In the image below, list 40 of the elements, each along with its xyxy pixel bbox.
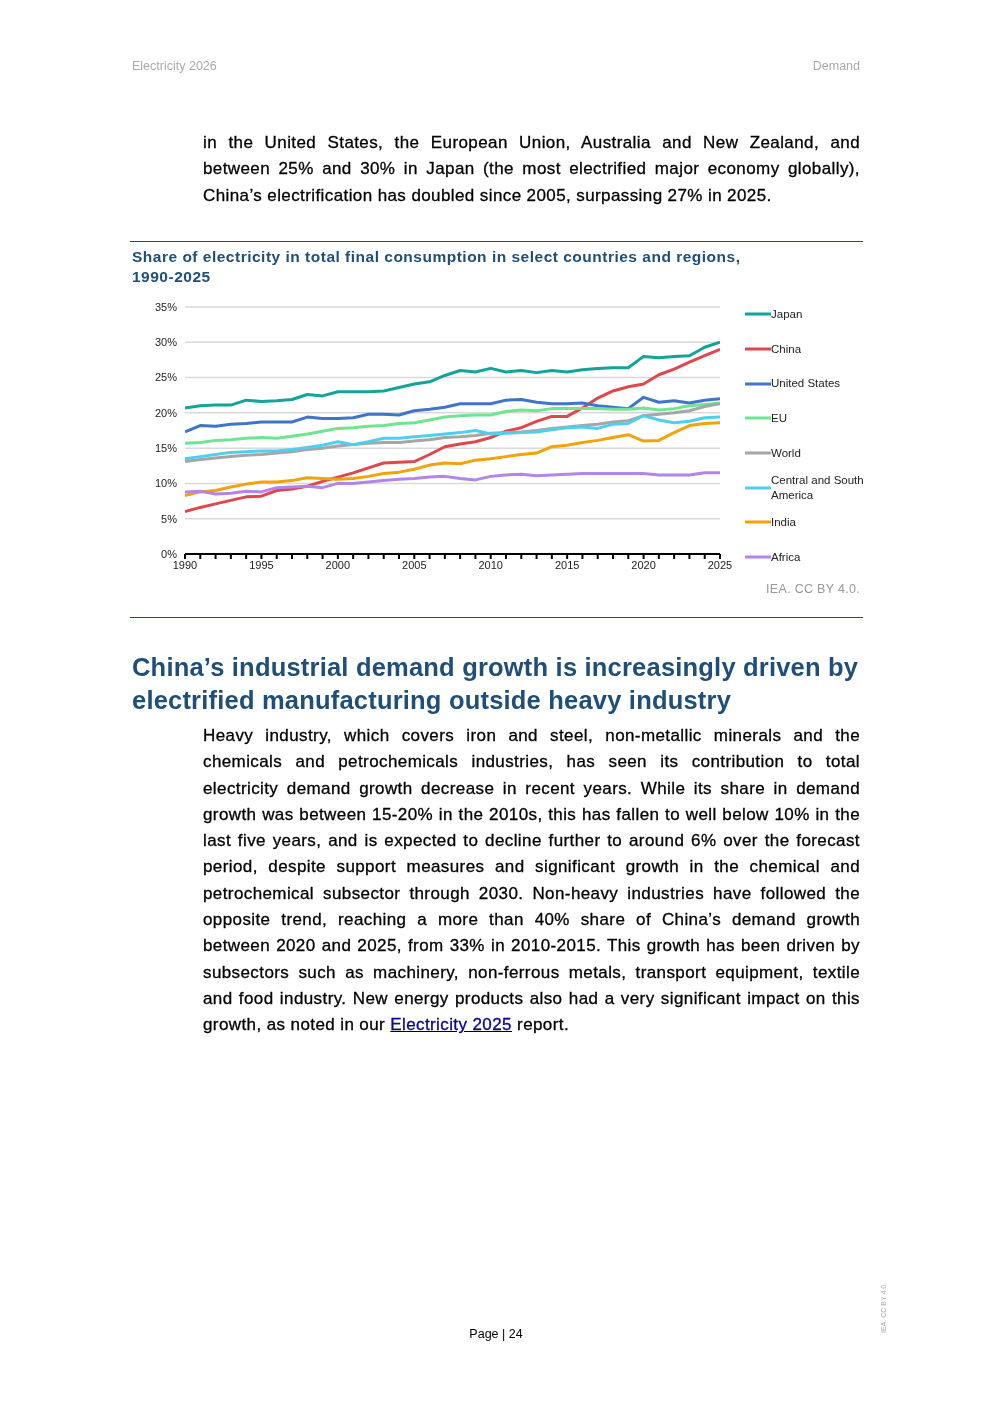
legend-label: Central and South America [771, 472, 865, 503]
line-series [185, 471, 720, 496]
x-tick-label: 2000 [325, 558, 351, 571]
line-series [185, 395, 720, 434]
y-tick-label: 20% [154, 406, 178, 419]
legend-label: World [771, 445, 802, 461]
line-series [185, 421, 720, 497]
line-series [185, 340, 720, 410]
text: China’s industrial demand growth is increasingly driven by electrified manufacturing outside heavy industry [132, 652, 860, 716]
y-tick-label: 30% [154, 336, 178, 349]
text: Electricity 2025 [390, 1015, 512, 1035]
legend-label: Japan [771, 306, 804, 322]
y-tick-label: 15% [154, 442, 178, 455]
line-series [185, 347, 720, 514]
legend-label: United States [771, 376, 842, 392]
y-tick-label: 10% [154, 477, 178, 490]
x-tick-label: 2020 [631, 558, 656, 571]
text: Demand [812, 59, 860, 73]
text: Electricity 2026 [132, 59, 217, 73]
legend-label: India [771, 514, 797, 530]
x-tick-label: 2015 [554, 558, 580, 571]
x-tick-label: 2005 [402, 558, 427, 571]
line-series [185, 401, 720, 445]
text: report. [517, 1015, 570, 1035]
legend-label: China [771, 341, 803, 357]
y-tick-label: 0% [161, 547, 178, 560]
x-tick-label: 1990 [172, 558, 198, 571]
text: in the United States, the European Union, Australia and New Zealand, and between 25% and 30% in Japan (the most electrified major economy globally), China’s electrification has doubled since 2005, surpassing 27% in 2025. [203, 132, 860, 207]
text: IEA. CC BY 4.0. [766, 582, 860, 596]
legend-label: EU [771, 410, 788, 426]
line-series [185, 414, 720, 461]
chart-title: Share of electricity in total final consumption in select countries and regions, 1990-2025 [132, 247, 742, 287]
y-tick-label: 35% [154, 300, 178, 313]
legend-label: Africa [771, 549, 802, 565]
y-tick-label: 5% [161, 512, 178, 525]
x-tick-label: 2010 [478, 558, 503, 571]
y-tick-label: 25% [154, 371, 178, 384]
text: Page | 24 [469, 1327, 523, 1341]
x-tick-label: 1995 [249, 558, 274, 571]
x-tick-label: 2025 [707, 558, 733, 571]
